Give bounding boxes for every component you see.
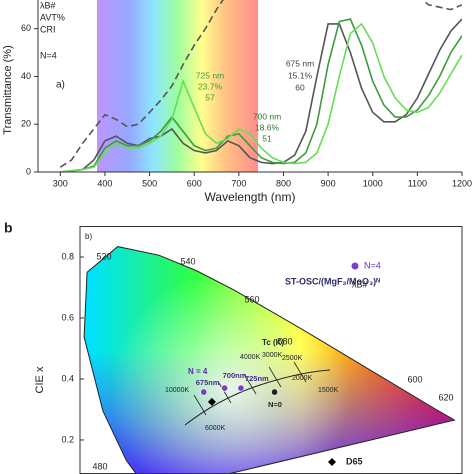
point <box>207 397 216 406</box>
point <box>200 388 208 396</box>
y-tick-label: 60 <box>21 23 31 33</box>
x-tick-label: 300 <box>53 178 68 188</box>
plot-area-b <box>83 246 456 474</box>
cct-label: 10000K <box>165 387 189 394</box>
series-line <box>60 22 462 172</box>
y-tick-label: 0.8 <box>61 251 74 261</box>
series-label: N = 4 <box>188 367 208 376</box>
y-axis-title: CIE x <box>34 366 46 393</box>
gamut-light <box>84 246 455 474</box>
x-tick-label: 600 <box>187 178 202 188</box>
panel-label: a) <box>56 80 65 91</box>
x-tick-label: 1200 <box>452 178 472 188</box>
annotation: 725 nm <box>196 70 224 80</box>
wavelength-label: 600 <box>407 374 422 384</box>
isotherm <box>218 382 232 404</box>
y-tick-label: 20 <box>21 119 31 129</box>
plot-area-a <box>59 0 462 172</box>
series-line <box>60 18 462 172</box>
cct-label: 1500K <box>318 387 339 394</box>
cct-label: 2500K <box>282 355 303 362</box>
isotherm <box>268 366 282 388</box>
y-tick-label: 0.2 <box>61 434 74 444</box>
wavelength-label: 620 <box>438 392 453 402</box>
annotation: 51 <box>262 133 272 143</box>
wavelength-label: 580 <box>277 336 292 346</box>
wavelength-label: 520 <box>96 251 111 261</box>
x-tick-label: 400 <box>97 178 112 188</box>
cct-label: 2000K <box>292 375 313 382</box>
annotation: 15.1% <box>288 70 313 80</box>
wavelength-label: 540 <box>180 256 195 266</box>
x-tick-label: 500 <box>142 178 157 188</box>
isotherm <box>193 394 207 416</box>
panel-letter: b <box>4 220 13 236</box>
annotation: 23.7% <box>198 81 223 91</box>
annotation: 700 nm <box>253 111 281 121</box>
y-axis-title: Transmittance (%) <box>2 45 14 134</box>
spectral-locus <box>83 246 456 474</box>
annotation: N=4 <box>40 50 57 60</box>
planckian-locus <box>184 369 331 426</box>
annotation: 57 <box>205 92 215 102</box>
spectrum-band <box>97 0 258 172</box>
x-axis-title: Wavelength (nm) <box>205 190 296 204</box>
point-label: 725nm <box>245 374 269 383</box>
series-line <box>59 0 462 168</box>
point <box>271 388 279 396</box>
wavelength-label: 560 <box>244 294 259 304</box>
x-tick-label: 700 <box>231 178 246 188</box>
annotation: AVT% <box>40 12 65 22</box>
annotation: 675 nm <box>286 58 314 68</box>
point-label: 675nm <box>196 378 220 387</box>
legend-label: λB# <box>352 279 368 289</box>
point <box>221 384 229 392</box>
cct-label: 4000K <box>240 354 261 361</box>
series-line <box>60 18 462 172</box>
annotation: 60 <box>295 82 305 92</box>
legend-marker <box>351 262 359 270</box>
annotation: λB# <box>40 0 56 10</box>
cct-label: 3000K <box>262 352 283 359</box>
x-tick-label: 800 <box>276 178 291 188</box>
legend-label: N=4 <box>364 260 381 270</box>
x-tick-label: 1000 <box>363 178 383 188</box>
cct-title: Tc (K) <box>262 338 284 347</box>
panel-label: b) <box>85 232 92 241</box>
y-tick-label: 0 <box>26 166 31 176</box>
cct-label: 6000K <box>205 425 226 432</box>
legend-marker <box>328 458 336 466</box>
chart-title: ST-OSC/(MgF₂/MoO₃)ᴺ <box>285 276 380 286</box>
series-label: N=0 <box>268 400 282 409</box>
x-tick-label: 1100 <box>408 178 427 188</box>
legend-label: D65 <box>346 456 363 466</box>
x-tick-label: 900 <box>321 178 336 188</box>
point-label: 700nm <box>223 371 247 380</box>
y-tick-label: 0.4 <box>61 373 74 383</box>
point <box>237 384 245 392</box>
annotation: 18.6% <box>255 122 280 132</box>
y-tick-label: 40 <box>21 71 31 81</box>
annotation: CRI <box>40 24 56 34</box>
wavelength-label: 480 <box>92 461 107 471</box>
isotherm <box>243 373 257 395</box>
y-tick-label: 0.6 <box>61 312 74 322</box>
isotherm <box>293 361 307 383</box>
